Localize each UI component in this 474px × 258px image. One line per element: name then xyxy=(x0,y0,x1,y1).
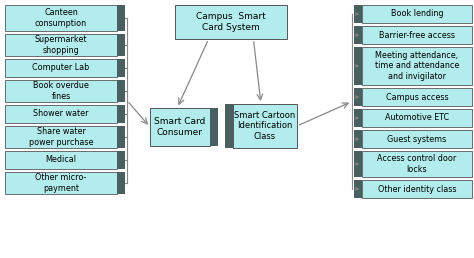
FancyBboxPatch shape xyxy=(150,108,210,146)
FancyBboxPatch shape xyxy=(362,109,472,127)
Text: Shower water: Shower water xyxy=(33,109,89,118)
FancyBboxPatch shape xyxy=(117,34,125,56)
Text: Automotive ETC: Automotive ETC xyxy=(385,114,449,123)
FancyBboxPatch shape xyxy=(117,151,125,169)
FancyBboxPatch shape xyxy=(210,108,218,146)
FancyBboxPatch shape xyxy=(117,5,125,31)
Text: Other micro-
payment: Other micro- payment xyxy=(35,173,87,193)
FancyBboxPatch shape xyxy=(225,104,233,148)
FancyBboxPatch shape xyxy=(362,130,472,148)
FancyBboxPatch shape xyxy=(5,34,117,56)
Text: Canteen
consumption: Canteen consumption xyxy=(35,8,87,28)
Text: Book lending: Book lending xyxy=(391,10,443,19)
FancyBboxPatch shape xyxy=(5,151,117,169)
Text: Smart Card
Consumer: Smart Card Consumer xyxy=(155,117,206,137)
Text: Access control door
locks: Access control door locks xyxy=(377,154,456,174)
FancyBboxPatch shape xyxy=(5,105,117,123)
FancyBboxPatch shape xyxy=(5,80,117,102)
FancyBboxPatch shape xyxy=(354,130,362,148)
FancyBboxPatch shape xyxy=(354,151,362,177)
FancyBboxPatch shape xyxy=(354,109,362,127)
Text: Guest systems: Guest systems xyxy=(387,134,447,143)
Text: Medical: Medical xyxy=(46,156,76,165)
FancyBboxPatch shape xyxy=(362,26,472,44)
Text: Share water
power purchase: Share water power purchase xyxy=(29,127,93,147)
FancyBboxPatch shape xyxy=(354,47,362,85)
FancyBboxPatch shape xyxy=(362,47,472,85)
Text: Campus access: Campus access xyxy=(386,93,448,101)
FancyBboxPatch shape xyxy=(5,126,117,148)
FancyBboxPatch shape xyxy=(354,5,362,23)
FancyBboxPatch shape xyxy=(233,104,297,148)
FancyBboxPatch shape xyxy=(175,5,287,39)
FancyBboxPatch shape xyxy=(5,59,117,77)
FancyBboxPatch shape xyxy=(117,126,125,148)
FancyBboxPatch shape xyxy=(5,172,117,194)
FancyBboxPatch shape xyxy=(5,5,117,31)
FancyBboxPatch shape xyxy=(117,59,125,77)
FancyBboxPatch shape xyxy=(362,151,472,177)
Text: Campus  Smart
Card System: Campus Smart Card System xyxy=(196,12,266,32)
FancyBboxPatch shape xyxy=(117,172,125,194)
Text: Barrier-free access: Barrier-free access xyxy=(379,30,455,39)
FancyBboxPatch shape xyxy=(362,180,472,198)
FancyBboxPatch shape xyxy=(117,80,125,102)
FancyBboxPatch shape xyxy=(354,26,362,44)
FancyBboxPatch shape xyxy=(117,105,125,123)
FancyBboxPatch shape xyxy=(362,88,472,106)
Text: Computer Lab: Computer Lab xyxy=(32,63,90,72)
Text: Other identity class: Other identity class xyxy=(378,184,456,194)
FancyBboxPatch shape xyxy=(354,88,362,106)
Text: Book overdue
fines: Book overdue fines xyxy=(33,81,89,101)
FancyBboxPatch shape xyxy=(362,5,472,23)
Text: Smart Cartoon
Identification
Class: Smart Cartoon Identification Class xyxy=(234,111,296,141)
Text: Supermarket
shopping: Supermarket shopping xyxy=(35,35,87,55)
Text: Meeting attendance,
time and attendance
and invigilator: Meeting attendance, time and attendance … xyxy=(375,51,459,81)
FancyBboxPatch shape xyxy=(354,180,362,198)
